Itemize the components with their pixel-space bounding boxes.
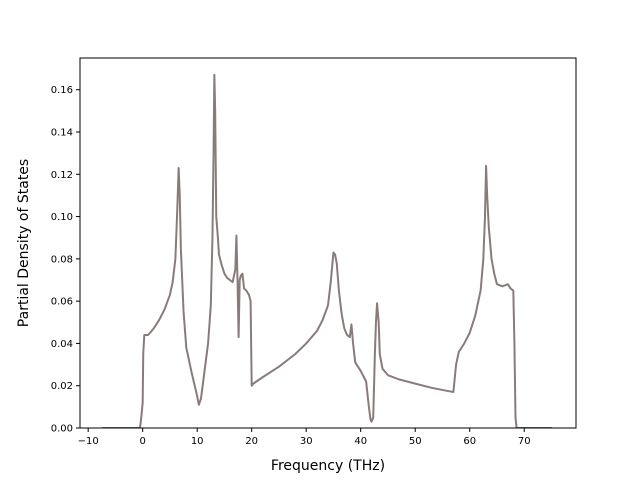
x-tick-label: 50 — [409, 436, 422, 447]
plot-area — [79, 57, 577, 429]
y-tick-label: 0.00 — [51, 424, 73, 435]
y-tick-label: 0.10 — [51, 212, 73, 223]
x-axis: −10 0 10 20 30 40 50 60 70 — [78, 428, 531, 447]
y-tick-label: 0.04 — [51, 339, 73, 350]
x-tick-label: 10 — [191, 436, 204, 447]
y-axis-title: Partial Density of States — [16, 159, 32, 327]
x-tick-label: 60 — [463, 436, 476, 447]
y-tick-label: 0.08 — [51, 254, 73, 265]
y-tick-label: 0.14 — [51, 128, 73, 139]
y-tick-label: 0.16 — [51, 85, 73, 96]
x-tick-label: −10 — [78, 436, 99, 447]
y-tick-label: 0.12 — [51, 170, 73, 181]
x-tick-label: 20 — [245, 436, 258, 447]
x-tick-label: 0 — [139, 436, 145, 447]
y-axis: 0.00 0.02 0.04 0.06 0.08 0.10 0.12 0.14 0.16 — [51, 85, 80, 435]
y-tick-label: 0.06 — [51, 297, 73, 308]
x-tick-label: 40 — [354, 436, 367, 447]
x-axis-title: Frequency (THz) — [271, 458, 385, 474]
x-tick-label: 30 — [300, 436, 313, 447]
y-tick-label: 0.02 — [51, 381, 73, 392]
series-line-0 — [101, 73, 553, 428]
plot-frame — [79, 57, 577, 429]
x-tick-label: 70 — [518, 436, 531, 447]
